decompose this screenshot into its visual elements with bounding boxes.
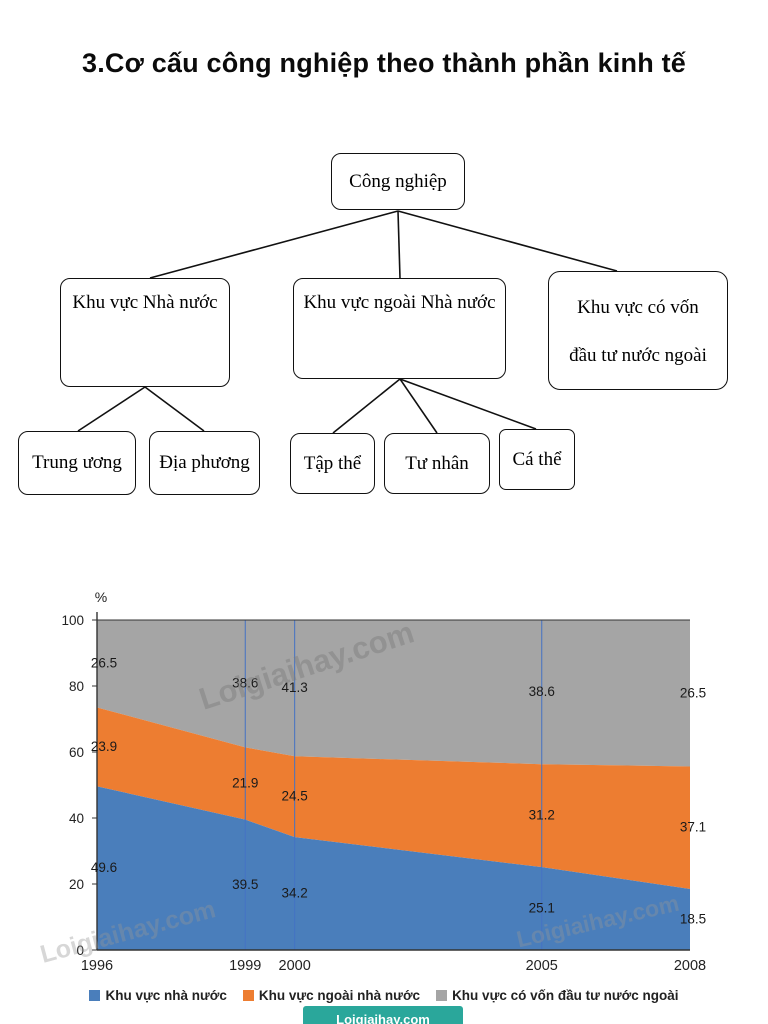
- connector-line: [77, 386, 146, 432]
- data-label: 23.9: [91, 739, 117, 754]
- diagram-box-local: Địa phương: [149, 431, 260, 495]
- y-tick-label: 80: [69, 679, 84, 694]
- diagram-box-state-sector: Khu vực Nhà nước: [60, 278, 230, 387]
- data-label: 26.5: [91, 656, 117, 671]
- x-tick-label: 2000: [279, 958, 311, 974]
- page-title: 3.Cơ cấu công nghiệp theo thành phần kin…: [81, 48, 686, 78]
- x-tick-label: 1999: [229, 958, 261, 974]
- legend-item-1: Khu vực ngoài nhà nước: [242, 988, 421, 1003]
- y-tick-label: 40: [69, 811, 84, 826]
- chart-legend: Khu vực nhà nước Khu vực ngoài nhà nước Kh…: [0, 988, 768, 1003]
- diagram-box-individual: Cá thể: [499, 429, 575, 490]
- diagram-box-label: Công nghiệp: [349, 170, 447, 192]
- y-tick-label: 60: [69, 745, 84, 760]
- diagram-box-label: Khu vực Nhà nước: [72, 292, 218, 313]
- diagram-box-label: Trung ương: [32, 452, 122, 473]
- data-label: 21.9: [232, 776, 258, 791]
- diagram-box-industry: Công nghiệp: [331, 153, 465, 210]
- diagram-box-label: Tư nhân: [405, 452, 469, 474]
- stacked-area-chart: 0 20 40 60 80 100% 1996 1999 2000 2005 2008 49.6 39.…: [61, 589, 706, 974]
- data-label: 38.6: [529, 684, 555, 699]
- diagram-box-label: Khu vực có vốn đầu tư nước ngoài: [569, 297, 707, 366]
- connector-line: [397, 210, 618, 272]
- connector-line: [399, 378, 537, 430]
- data-label: 26.5: [680, 685, 706, 700]
- legend-swatch-icon: [89, 990, 101, 1001]
- legend-item-0: Khu vực nhà nước: [89, 988, 227, 1003]
- y-tick-label: 0: [76, 943, 84, 958]
- connector-line: [144, 386, 205, 432]
- data-label: 41.3: [282, 680, 308, 695]
- legend-label: Khu vực ngoài nhà nước: [258, 988, 421, 1003]
- x-tick-label: 1996: [81, 958, 113, 974]
- diagram-box-foreign-sector: Khu vực có vốn đầu tư nước ngoài: [548, 271, 728, 390]
- data-label: 49.6: [91, 860, 117, 875]
- diagram-box-label: Khu vực ngoài Nhà nước: [303, 292, 496, 313]
- diagram-box-nonstate-sector: Khu vực ngoài Nhà nước: [293, 278, 506, 379]
- legend-label: Khu vực nhà nước: [105, 988, 227, 1003]
- x-tick-label: 2005: [526, 958, 558, 974]
- diagram-box-label: Tập thể: [303, 452, 362, 474]
- data-label: 25.1: [529, 901, 555, 916]
- x-tick-label: 2008: [674, 958, 706, 974]
- connector-line: [332, 378, 401, 434]
- diagram-box-collective: Tập thể: [290, 433, 375, 494]
- connector-line: [397, 210, 401, 279]
- y-axis-unit-label: %: [95, 589, 107, 605]
- data-label: 38.6: [232, 676, 258, 691]
- data-label: 18.5: [680, 911, 706, 926]
- data-label: 31.2: [529, 808, 555, 823]
- diagram-box-central: Trung ương: [18, 431, 136, 495]
- diagram-box-label: Cá thể: [512, 448, 562, 470]
- legend-swatch-icon: [436, 990, 448, 1001]
- connector-line: [149, 210, 399, 279]
- data-label: 39.5: [232, 877, 258, 892]
- connector-line: [399, 378, 438, 434]
- legend-label: Khu vực có vốn đầu tư nước ngoài: [452, 988, 679, 1003]
- data-label: 34.2: [282, 886, 308, 901]
- diagram-box-label: Địa phương: [159, 452, 250, 473]
- diagram-box-private: Tư nhân: [384, 433, 490, 494]
- y-tick-label: 20: [69, 877, 84, 892]
- data-label: 24.5: [282, 789, 308, 804]
- legend-item-2: Khu vực có vốn đầu tư nước ngoài: [436, 988, 679, 1003]
- data-label: 37.1: [680, 820, 706, 835]
- site-logo-badge[interactable]: Loigiaihay.com: [303, 1006, 463, 1024]
- legend-swatch-icon: [242, 990, 254, 1001]
- y-tick-label: 100: [61, 613, 84, 628]
